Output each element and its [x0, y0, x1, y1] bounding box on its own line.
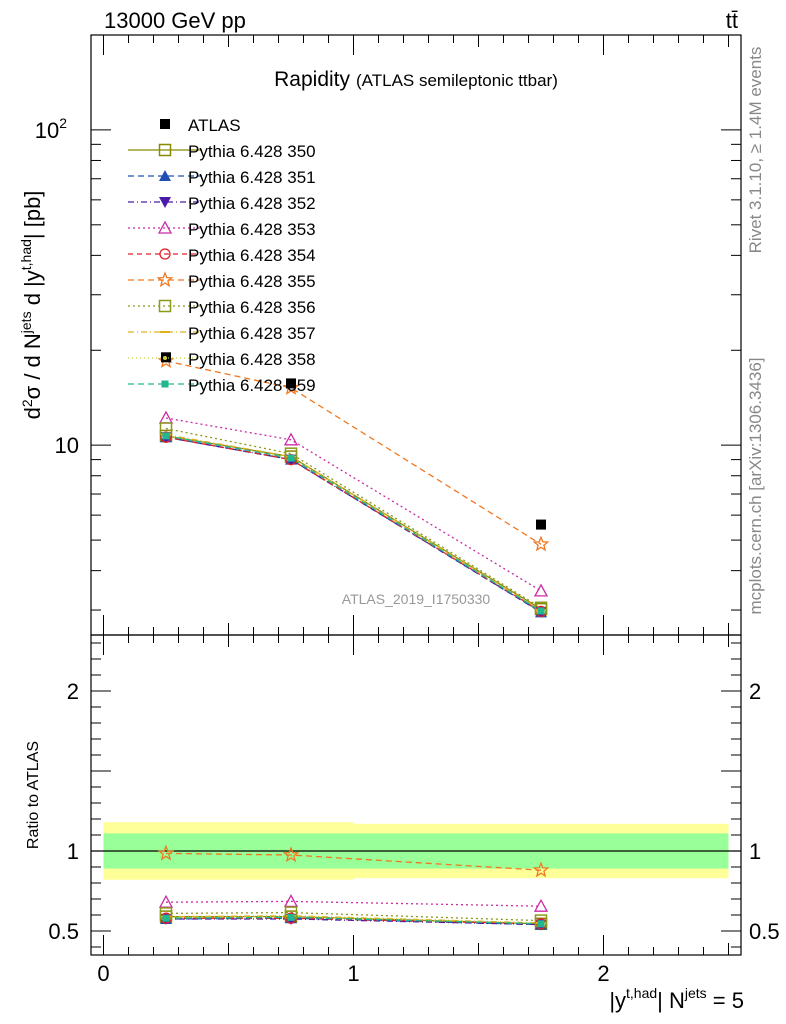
analysis-id-label: ATLAS_2019_I1750330	[342, 591, 491, 607]
legend-label: ATLAS	[188, 116, 241, 135]
series-line	[165, 435, 542, 610]
ratio-series-marker	[157, 844, 175, 861]
x-tick-label: 2	[597, 961, 609, 986]
series-marker	[160, 431, 172, 443]
ratio-series-marker	[533, 898, 549, 912]
data-point	[286, 378, 296, 389]
x-tick-label: 1	[347, 961, 359, 986]
ratio-y-tick-label: 1	[67, 839, 79, 864]
x-tick-label: 0	[97, 961, 109, 986]
ratio-series-marker	[537, 920, 545, 928]
ratio-y-tick-label-right: 0.5	[749, 919, 780, 944]
y-tick-label: 102	[35, 115, 67, 143]
series-line	[165, 436, 542, 612]
axis-tick-labels: 10 102 0 1 2 0.5 0.5 1 1 2 2	[35, 115, 780, 986]
legend-label: Pythia 6.428 358	[188, 350, 316, 369]
y-tick-exponent: 2	[59, 115, 67, 131]
ratio-y-tick-label-right: 2	[749, 679, 761, 704]
ratio-series-markers	[157, 844, 550, 931]
ratio-series-line	[165, 900, 542, 907]
legend-marker	[157, 220, 173, 234]
ratio-y-tick-label: 2	[67, 679, 79, 704]
series-line	[165, 435, 542, 612]
ratio-series-marker	[282, 846, 300, 863]
ratio-y-tick-label: 0.5	[48, 919, 79, 944]
legend-marker	[161, 380, 169, 388]
legend-marker	[158, 143, 172, 157]
legend-marker	[159, 170, 171, 181]
legend-label: Pythia 6.428 355	[188, 272, 316, 291]
series-line	[165, 427, 542, 609]
ratio-plot-frame	[90, 634, 742, 956]
main-y-axis-label: d2σ / d Njets d |yt,had| [pb]	[18, 191, 45, 420]
series-marker	[537, 607, 545, 615]
legend-label: Pythia 6.428 350	[188, 142, 316, 161]
data-point	[536, 519, 546, 530]
series-line	[165, 360, 542, 545]
series-marker	[282, 379, 300, 395]
ratio-series-line	[166, 918, 542, 926]
legend-label: Pythia 6.428 356	[188, 298, 316, 317]
mcplots-label: mcplots.cern.ch [arXiv:1306.3436]	[746, 357, 765, 614]
main-series-lines	[165, 360, 542, 613]
legend-marker	[159, 248, 171, 260]
ratio-series-marker	[287, 913, 295, 921]
legend-marker	[163, 356, 167, 360]
legend-label: Pythia 6.428 359	[188, 376, 316, 395]
series-line	[165, 436, 542, 613]
rivet-version-label: Rivet 3.1.10, ≥ 1.4M events	[746, 47, 765, 254]
series-marker	[287, 454, 295, 462]
series-line	[165, 435, 542, 612]
ratio-y-axis-label: Ratio to ATLAS	[25, 741, 42, 849]
series-marker	[283, 432, 299, 446]
series-marker	[533, 583, 549, 597]
legend-label: Pythia 6.428 354	[188, 246, 316, 265]
series-marker	[532, 535, 550, 552]
series-marker	[157, 352, 175, 369]
y-tick-label: 10	[55, 433, 79, 458]
series-line	[165, 436, 542, 613]
legend-marker	[158, 299, 172, 313]
legend: ATLAS Pythia 6.428 350 Pythia 6.428 351 Pyt…	[128, 116, 316, 395]
ratio-series-line	[165, 915, 542, 924]
legend-marker	[159, 197, 171, 208]
legend-label: Pythia 6.428 351	[188, 168, 316, 187]
series-line	[165, 433, 542, 611]
series-line	[165, 417, 542, 592]
ratio-series-marker	[532, 861, 550, 878]
ratio-series-line	[165, 852, 542, 871]
plot-title-line: Rapidity (ATLAS semileptonic ttbar)	[274, 68, 558, 91]
legend-label: Pythia 6.428 352	[188, 194, 316, 213]
energy-label: 13000 GeV pp	[104, 8, 246, 33]
main-series-markers	[157, 352, 550, 618]
ratio-uncertainty-bands	[91, 822, 741, 880]
legend-label: Pythia 6.428 353	[188, 220, 316, 239]
series-marker	[158, 410, 174, 424]
legend-marker	[160, 119, 170, 129]
series-marker	[162, 432, 170, 440]
plot-subtitle: (ATLAS semileptonic ttbar)	[356, 71, 558, 90]
ratio-y-tick-label-right: 1	[749, 839, 761, 864]
ratio-series-marker	[162, 914, 170, 922]
legend-marker	[156, 271, 174, 288]
x-axis-label: |yt,had| Njets = 5	[609, 985, 744, 1013]
process-label: tt̄	[726, 8, 738, 33]
legend-label: Pythia 6.428 357	[188, 324, 316, 343]
plot-title: Rapidity	[274, 68, 350, 91]
axis-ticks	[91, 34, 741, 955]
